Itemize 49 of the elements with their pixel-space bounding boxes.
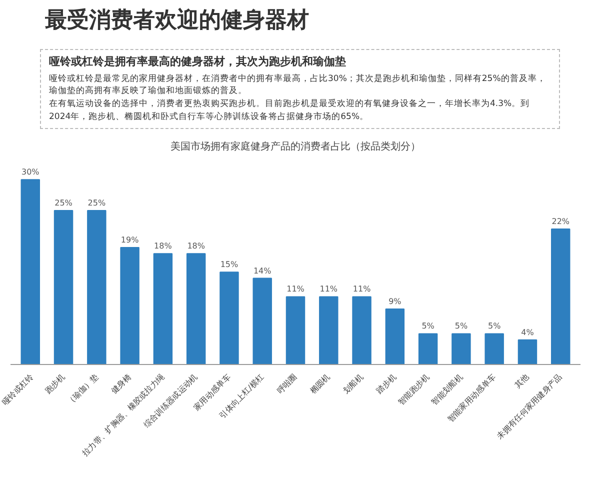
x-tick-label: 智能跑步机 — [396, 372, 432, 407]
bar — [220, 272, 239, 364]
bar — [319, 296, 338, 364]
data-label: 5% — [422, 322, 435, 331]
data-label: 4% — [521, 328, 534, 337]
text: 哑铃或杠铃是最常见的家用健身器材，在消费者中的拥有率最高，占比30%；其次是跑步机和瑜伽垫，同样有25%的普及率，瑜伽垫的高拥有率反映了瑜伽和地面锻炼的普及。 — [49, 72, 547, 98]
data-label: 30% — [21, 168, 40, 177]
data-label: 22% — [552, 216, 570, 226]
bar — [153, 253, 173, 364]
bar — [385, 308, 405, 364]
data-label: 15% — [220, 260, 239, 270]
x-tick-label: 其他 — [512, 372, 531, 390]
bar — [518, 339, 538, 364]
bar — [551, 228, 570, 364]
bar — [87, 210, 106, 364]
x-tick-label: 划船机 — [342, 372, 365, 396]
text: 哑铃或杠铃是拥有率最高的健身器材，其次为跑步机和瑜伽垫 — [49, 54, 347, 70]
x-tick-label: 踏步机 — [374, 372, 398, 396]
x-tick-label: 跑步机 — [43, 372, 67, 396]
bar — [120, 246, 140, 364]
data-label: 14% — [253, 266, 272, 276]
bar — [452, 333, 471, 364]
bar — [20, 179, 40, 364]
bar — [286, 296, 306, 364]
data-label: 19% — [120, 235, 140, 244]
bar — [418, 333, 438, 364]
data-label: 25% — [88, 198, 106, 208]
bar — [252, 278, 272, 364]
bar — [352, 296, 372, 364]
chart-subtitle: 美国市场拥有家庭健身产品的消费者占比（按品类划分） — [170, 140, 420, 152]
bar — [484, 333, 504, 364]
text: 在有氧运动设备的选择中，消费者更热衷购买跑步机。目前跑步机是最受欢迎的有氧健身设备之一，年增长率为4.3%。到2024年，跑步机、椭圆机和卧式自行车等心肺训练设备将占据健身市场的65%。 — [49, 98, 531, 124]
x-tick-label: 健身椅 — [110, 372, 133, 396]
x-tick-label: 呼啦圈 — [275, 372, 299, 396]
data-label: 5% — [488, 322, 502, 331]
x-tick-label: 哑铃或杠铃 — [0, 372, 36, 407]
bar — [186, 253, 206, 364]
data-label: 11% — [352, 284, 372, 294]
data-label: 18% — [187, 242, 206, 251]
data-label: 25% — [54, 198, 73, 208]
chart-title: 最受消费者欢迎的健身器材 — [45, 6, 309, 35]
data-label: 18% — [154, 242, 172, 251]
data-label: 11% — [286, 284, 305, 294]
data-label: 5% — [454, 322, 468, 331]
data-label: 11% — [320, 284, 338, 294]
data-label: 9% — [388, 297, 402, 306]
x-tick-label: 椭圆机 — [308, 372, 332, 396]
bar — [54, 210, 74, 364]
x-tick-label: （瑜伽）垫 — [65, 372, 100, 407]
